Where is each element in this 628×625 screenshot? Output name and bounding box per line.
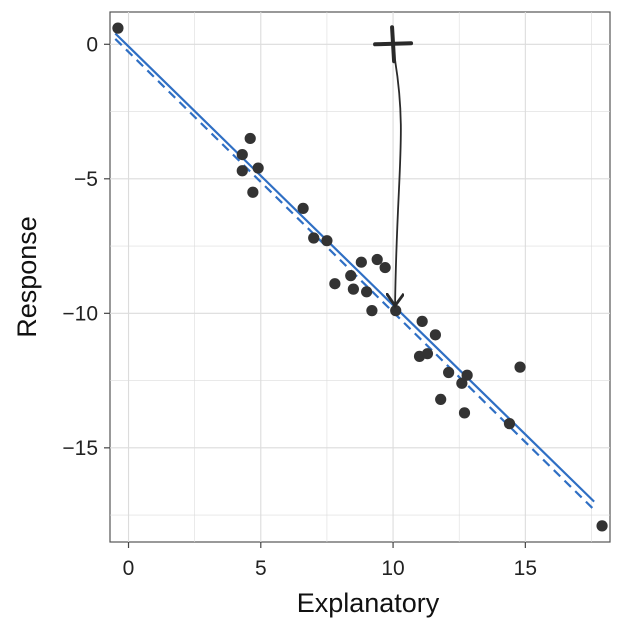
data-point bbox=[458, 407, 471, 419]
data-point bbox=[371, 253, 383, 266]
data-points bbox=[112, 22, 608, 532]
data-point bbox=[443, 366, 455, 379]
data-point bbox=[244, 132, 256, 145]
data-point bbox=[379, 261, 391, 274]
x-tick-labels: 0 5 10 15 bbox=[123, 557, 537, 580]
data-point bbox=[429, 329, 441, 341]
x-tick-label: 0 bbox=[123, 557, 135, 580]
x-axis-title: Explanatory bbox=[297, 588, 440, 618]
data-point bbox=[345, 270, 357, 282]
data-point bbox=[366, 305, 378, 317]
annotation-arrow bbox=[395, 60, 401, 304]
data-point bbox=[435, 393, 447, 406]
data-point bbox=[355, 256, 367, 268]
axis-ticks bbox=[104, 43, 526, 548]
data-point bbox=[456, 377, 468, 389]
data-point bbox=[461, 369, 473, 381]
x-tick-label: 5 bbox=[255, 557, 267, 580]
y-tick-labels: 0 −5 −10 −15 bbox=[62, 33, 98, 460]
handwritten-annotation bbox=[373, 25, 414, 304]
data-point bbox=[297, 202, 309, 214]
y-tick-label: 0 bbox=[86, 33, 98, 56]
x-tick-label: 15 bbox=[514, 557, 537, 580]
data-point bbox=[252, 162, 264, 174]
data-point bbox=[236, 165, 248, 177]
data-point bbox=[514, 361, 526, 373]
data-point bbox=[308, 232, 320, 244]
data-point bbox=[421, 348, 434, 360]
data-point bbox=[236, 148, 248, 161]
data-point bbox=[390, 305, 402, 317]
data-point bbox=[347, 283, 359, 295]
x-tick-label: 10 bbox=[381, 557, 404, 580]
y-tick-label: −5 bbox=[74, 168, 98, 191]
y-tick-label: −10 bbox=[62, 302, 98, 325]
grid-lines bbox=[110, 12, 610, 542]
data-point bbox=[503, 418, 516, 430]
data-point bbox=[321, 235, 333, 247]
plot-panel bbox=[109, 11, 611, 543]
data-point bbox=[596, 520, 608, 532]
y-tick-label: −15 bbox=[62, 437, 98, 460]
data-point bbox=[329, 278, 341, 290]
data-point bbox=[247, 186, 259, 198]
y-axis-title: Response bbox=[12, 216, 42, 338]
plus-marker-vertical bbox=[390, 25, 397, 64]
data-point bbox=[416, 315, 428, 327]
data-point bbox=[361, 286, 373, 298]
data-point bbox=[112, 22, 124, 34]
